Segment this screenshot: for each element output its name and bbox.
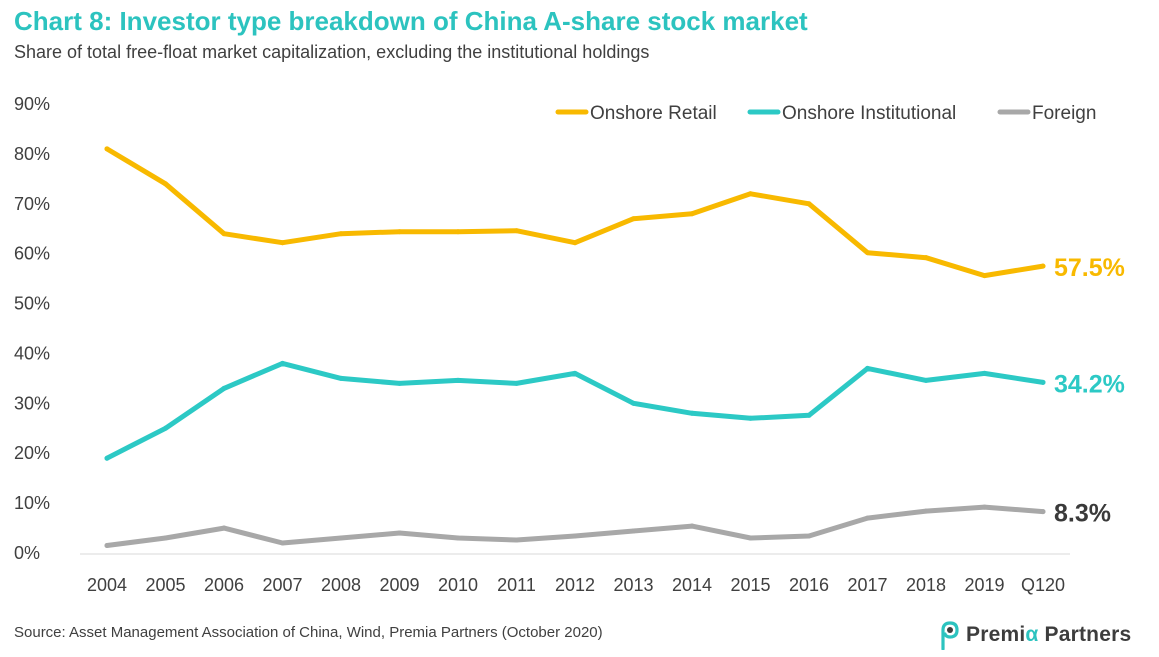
legend-label: Foreign	[1032, 103, 1096, 124]
data-point	[514, 537, 519, 543]
x-tick-label: 2014	[672, 575, 712, 595]
data-point	[221, 231, 227, 237]
data-point	[806, 201, 812, 207]
y-tick-label: 30%	[14, 393, 50, 413]
data-point	[163, 535, 168, 541]
data-point	[631, 528, 636, 534]
logo-wordmark: Premiα Partners	[966, 623, 1131, 647]
data-point	[338, 231, 344, 237]
data-point	[806, 533, 812, 539]
data-point	[806, 412, 812, 418]
data-point	[689, 410, 695, 416]
data-point	[689, 523, 695, 529]
data-point	[280, 540, 285, 546]
series-line-onshore-institutional	[104, 360, 1046, 461]
x-tick-label: 2013	[613, 575, 653, 595]
y-tick-label: 40%	[14, 343, 50, 363]
legend-label: Onshore Retail	[590, 103, 717, 124]
data-point	[572, 240, 578, 246]
data-point	[1040, 379, 1046, 385]
end-value-label: 8.3%	[1054, 500, 1111, 528]
x-tick-label: 2010	[438, 575, 478, 595]
data-point	[280, 240, 285, 246]
x-tick-label: 2017	[847, 575, 887, 595]
data-point	[923, 508, 929, 514]
data-point	[572, 370, 578, 376]
data-point	[631, 216, 636, 222]
data-point	[923, 255, 929, 261]
logo-text-part1: Premi	[966, 623, 1026, 646]
series-line-onshore-retail	[104, 146, 1046, 279]
data-point	[982, 273, 987, 279]
x-tick-label: 2007	[262, 575, 302, 595]
data-point	[689, 211, 695, 217]
data-point	[397, 380, 402, 386]
data-point	[338, 535, 344, 541]
data-point	[748, 191, 753, 197]
x-tick-label: 2005	[145, 575, 185, 595]
data-point	[104, 146, 110, 152]
data-point	[397, 229, 402, 235]
data-point	[1040, 509, 1046, 515]
x-tick-label: 2012	[555, 575, 595, 595]
y-tick-label: 20%	[14, 443, 50, 463]
data-point	[104, 455, 110, 461]
y-tick-label: 80%	[14, 144, 50, 164]
x-tick-label: Q120	[1021, 575, 1065, 595]
data-point	[280, 360, 285, 366]
premia-partners-logo: Premiα Partners	[938, 620, 1131, 650]
chart-subtitle: Share of total free-float market capital…	[14, 42, 650, 62]
source-note: Source: Asset Management Association of …	[14, 624, 603, 641]
data-point	[221, 385, 227, 391]
data-point	[572, 533, 578, 539]
series-line-foreign	[104, 504, 1046, 548]
x-tick-label: 2008	[321, 575, 361, 595]
data-point	[1040, 263, 1046, 269]
x-tick-label: 2016	[789, 575, 829, 595]
data-point	[865, 250, 870, 256]
data-point	[923, 377, 929, 383]
x-tick-label: 2018	[906, 575, 946, 595]
legend-label: Onshore Institutional	[782, 103, 956, 124]
y-tick-label: 90%	[14, 94, 50, 114]
x-tick-label: 2019	[964, 575, 1004, 595]
data-point	[748, 415, 753, 421]
data-point	[455, 377, 461, 383]
end-value-label: 34.2%	[1054, 370, 1125, 398]
y-tick-label: 0%	[14, 543, 40, 563]
chart-title: Chart 8: Investor type breakdown of Chin…	[14, 6, 808, 36]
premia-logo-icon	[941, 621, 959, 650]
y-tick-label: 70%	[14, 194, 50, 214]
data-point	[748, 535, 753, 541]
x-tick-label: 2015	[730, 575, 770, 595]
y-tick-label: 10%	[14, 493, 50, 513]
data-point	[514, 380, 519, 386]
x-tick-label: 2011	[497, 575, 536, 595]
end-value-label: 57.5%	[1054, 254, 1125, 282]
data-point	[982, 504, 987, 510]
data-point	[865, 515, 870, 521]
x-tick-label: 2006	[204, 575, 244, 595]
x-tick-label: 2004	[87, 575, 127, 595]
y-tick-label: 60%	[14, 244, 50, 264]
data-point	[221, 525, 227, 531]
data-point	[455, 535, 461, 541]
data-point	[163, 425, 168, 431]
logo-text-alpha: α	[1025, 623, 1039, 646]
data-point	[397, 530, 402, 536]
data-point	[338, 375, 344, 381]
data-point	[163, 181, 168, 187]
x-tick-label: 2009	[379, 575, 419, 595]
data-point	[631, 400, 636, 406]
data-point	[104, 543, 110, 549]
y-tick-label: 50%	[14, 294, 50, 314]
data-point	[865, 365, 870, 371]
data-point	[982, 370, 987, 376]
data-point	[514, 228, 519, 234]
data-point	[455, 229, 461, 235]
logo-text-part2: Partners	[1038, 623, 1132, 646]
